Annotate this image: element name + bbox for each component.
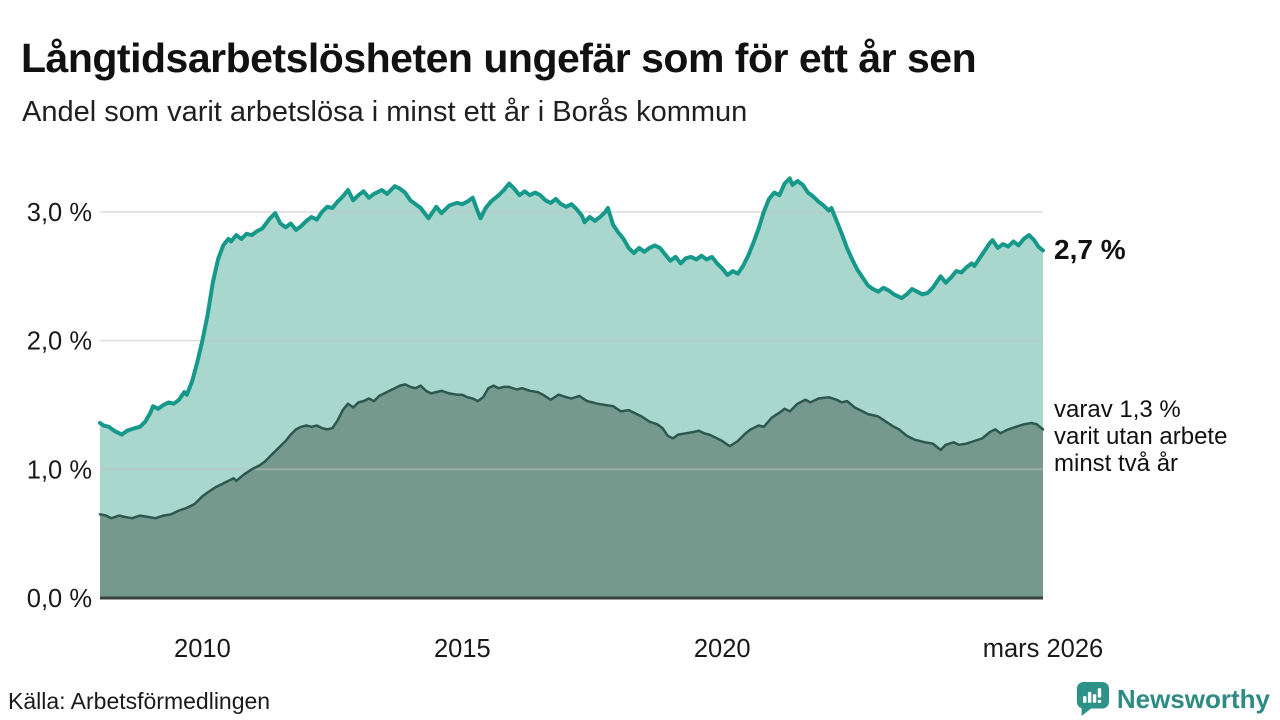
series-1-area [100,384,1043,598]
newsworthy-logo: Newsworthy [1075,680,1270,718]
y-tick-label: 2,0 % [27,328,92,356]
newsworthy-wordmark: Newsworthy [1116,683,1270,714]
page-title: Långtidsarbetslösheten ungefär som för e… [21,35,977,82]
y-tick-label: 1,0 % [27,456,92,484]
latest-total-label: 2,7 % [1054,234,1126,265]
series-1-line [98,383,1045,520]
latest-two-year-label: varav 1,3 % varit utan arbete minst två … [1054,396,1228,477]
x-tick-label: 2020 [694,635,751,663]
series-0-line [98,176,1045,437]
chart-subtitle: Andel som varit arbetslösa i minst ett å… [22,96,748,128]
x-tick-label: 2015 [434,635,491,663]
source-label: Källa: Arbetsförmedlingen [8,688,271,714]
x-tick-label: mars 2026 [983,635,1103,663]
newsworthy-bar-chart-bubble-icon [1076,682,1109,716]
y-tick-label: 0,0 % [27,585,92,613]
x-tick-label: 2010 [174,635,231,663]
y-tick-label: 3,0 % [27,199,92,227]
